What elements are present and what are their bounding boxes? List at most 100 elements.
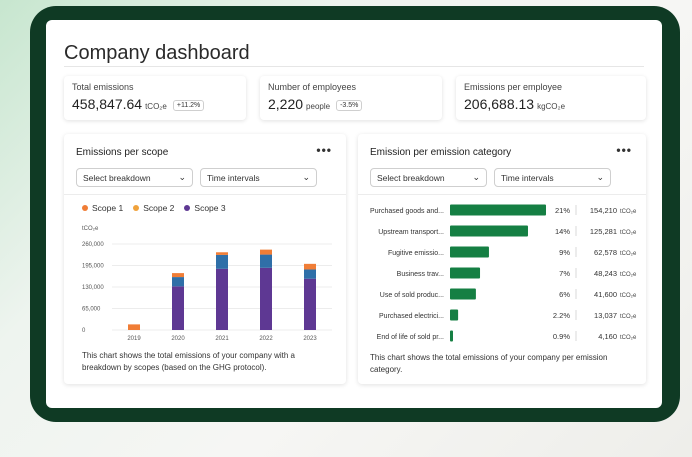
chart-caption: This chart shows the total emissions of … xyxy=(370,353,608,374)
unit-label: tCO₂e xyxy=(620,209,637,215)
chart-caption: This chart shows the total emissions of … xyxy=(82,351,295,372)
bar-segment xyxy=(304,278,316,330)
legend-item[interactable]: Scope 3 xyxy=(184,203,226,213)
kpi-change-badge: +11.2% xyxy=(172,100,205,111)
value-label: 154,210 xyxy=(590,206,617,215)
legend-swatch xyxy=(82,205,88,211)
select-label: Time intervals xyxy=(501,172,554,183)
category-bar xyxy=(450,288,476,300)
select-label: Select breakdown xyxy=(83,172,151,183)
time-interval-select[interactable]: Time intervals ⌄ xyxy=(494,168,611,187)
bar-segment xyxy=(216,252,228,255)
emission-per-category-card: Emission per emission category ••• Selec… xyxy=(358,134,646,384)
kpi-emissions-per-employee: Emissions per employee 206,688.13 kgCO₂e xyxy=(456,76,646,120)
breakdown-select[interactable]: Select breakdown ⌄ xyxy=(76,168,193,187)
unit-label: tCO₂e xyxy=(620,230,637,236)
category-bar xyxy=(450,204,546,216)
kpi-unit: people xyxy=(306,102,331,111)
chevron-down-icon: ⌄ xyxy=(302,172,310,182)
percent-label: 9% xyxy=(559,248,570,257)
chevron-down-icon: ⌄ xyxy=(178,172,186,182)
value-label: 13,037 xyxy=(594,311,617,320)
bar-segment xyxy=(304,269,316,279)
kpi-value: 458,847.64 xyxy=(72,96,143,112)
y-tick-label: 260,000 xyxy=(82,242,104,248)
x-tick-label: 2019 xyxy=(127,336,141,342)
category-bar xyxy=(450,246,489,258)
chevron-down-icon: ⌄ xyxy=(596,172,604,182)
x-tick-label: 2021 xyxy=(215,336,229,342)
time-interval-select[interactable]: Time intervals ⌄ xyxy=(200,168,317,187)
category-horizontal-bar-chart: Purchased goods and... 21% 154,210 tCO₂eUps… xyxy=(370,204,637,342)
legend-item[interactable]: Scope 2 xyxy=(133,203,174,213)
chart-legend: Scope 1 Scope 2 Scope 3 xyxy=(82,203,226,213)
breakdown-select[interactable]: Select breakdown ⌄ xyxy=(370,168,487,187)
bar-segment xyxy=(260,249,272,255)
legend-swatch xyxy=(184,205,191,211)
category-label: Business trav... xyxy=(397,271,444,278)
percent-label: 7% xyxy=(559,269,570,278)
legend-label: Scope 3 xyxy=(194,203,226,213)
y-tick-label: 195,000 xyxy=(82,264,104,270)
title-divider xyxy=(64,66,644,67)
value-label: 62,578 xyxy=(594,248,617,257)
bar-segment xyxy=(172,273,184,278)
category-bar xyxy=(450,267,481,279)
legend-label: Scope 2 xyxy=(143,203,175,213)
scope-stacked-bar-chart: 0 65,000 130,000 195,000 260,000 2019 2020 2021… xyxy=(82,242,332,342)
percent-label: 2.2% xyxy=(553,311,570,320)
select-label: Select breakdown xyxy=(377,172,445,183)
bar-segment xyxy=(304,263,316,270)
kpi-employees: Number of employees 2,220 people -3.5% xyxy=(260,76,442,120)
value-label: 41,600 xyxy=(594,290,617,299)
bar-segment xyxy=(260,254,272,268)
kpi-change-badge: -3.5% xyxy=(336,100,363,111)
legend-swatch xyxy=(133,205,140,211)
bar-segment xyxy=(216,254,228,269)
percent-label: 21% xyxy=(555,206,570,215)
value-label: 4,160 xyxy=(598,332,617,341)
select-label: Time intervals xyxy=(207,172,260,183)
emissions-per-scope-card: Emissions per scope ••• Select breakdown… xyxy=(64,134,346,384)
chevron-down-icon: ⌄ xyxy=(472,172,480,182)
unit-label: tCO₂e xyxy=(620,251,637,257)
percent-label: 0.9% xyxy=(553,332,570,341)
bar-segment xyxy=(172,286,184,330)
kpi-label: Total emissions xyxy=(72,82,134,92)
percent-label: 6% xyxy=(559,290,570,299)
x-tick-label: 2023 xyxy=(303,336,317,342)
dashboard-screen: Company dashboard Total emissions 458,84… xyxy=(46,20,662,408)
category-label: Purchased electrici... xyxy=(379,313,444,320)
x-tick-label: 2020 xyxy=(171,336,185,342)
value-label: 48,243 xyxy=(594,269,617,278)
category-bar xyxy=(450,330,453,342)
kpi-value: 206,688.13 xyxy=(464,96,535,112)
card-title: Emissions per scope xyxy=(76,147,169,158)
kpi-label: Number of employees xyxy=(268,82,357,92)
kpi-total-emissions: Total emissions 458,847.64 tCO₂e +11.2% xyxy=(64,76,246,120)
more-horizontal-icon[interactable]: ••• xyxy=(616,143,632,157)
kpi-unit: kgCO₂e xyxy=(537,102,566,111)
unit-label: tCO₂e xyxy=(620,293,637,299)
category-label: End of life of sold pr... xyxy=(377,334,444,341)
unit-label: tCO₂e xyxy=(620,335,637,341)
value-label: 125,281 xyxy=(590,227,617,236)
kpi-unit: tCO₂e xyxy=(145,102,167,111)
category-bar xyxy=(450,225,528,237)
category-label: Use of sold produc... xyxy=(380,292,444,299)
category-label: Purchased goods and... xyxy=(370,208,444,215)
y-tick-label: 130,000 xyxy=(82,285,104,291)
percent-label: 14% xyxy=(555,227,570,236)
x-tick-label: 2022 xyxy=(259,336,273,342)
bar-segment xyxy=(172,277,184,287)
unit-label: tCO₂e xyxy=(620,272,637,278)
more-horizontal-icon[interactable]: ••• xyxy=(316,143,332,157)
y-axis-unit-label: tCO₂e xyxy=(82,226,99,232)
legend-item[interactable]: Scope 1 xyxy=(82,203,123,213)
unit-label: tCO₂e xyxy=(620,314,637,320)
kpi-value: 2,220 xyxy=(268,96,304,112)
category-bar xyxy=(450,309,459,321)
category-label: Fugitive emissio... xyxy=(388,250,444,257)
kpi-label: Emissions per employee xyxy=(464,82,563,92)
bar-segment xyxy=(260,267,272,330)
